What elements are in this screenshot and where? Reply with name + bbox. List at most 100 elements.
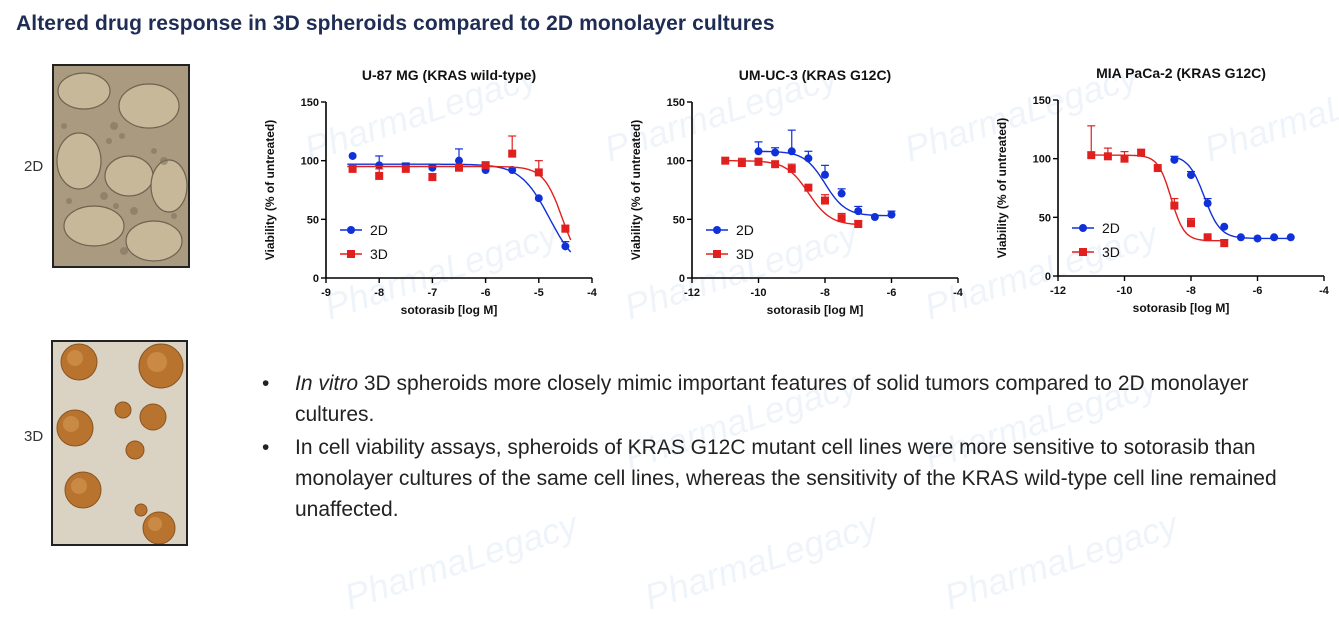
data-point-3d (1087, 151, 1096, 160)
y-tick-label: 0 (679, 273, 685, 285)
x-tick-label: -6 (481, 287, 491, 299)
data-point-3d (1187, 219, 1195, 228)
legend-marker-3d (1079, 248, 1087, 256)
y-tick-label: 50 (1039, 212, 1051, 224)
data-point-3d (401, 164, 410, 173)
x-tick-label: -7 (428, 287, 438, 299)
data-point-3d (854, 220, 863, 229)
legend-marker-2d (713, 226, 721, 234)
legend-label: 2D (736, 222, 754, 238)
micrograph-2d-image (54, 66, 188, 266)
data-point-2d (455, 156, 463, 165)
legend-label: 2D (370, 222, 388, 238)
data-point-2d (1203, 199, 1212, 208)
bullet-text: In cell viability assays, spheroids of K… (295, 436, 1277, 521)
chart-u87mg: U-87 MG (KRAS wild-type) 0 50 100 150 -9 -8 -7 -… (263, 67, 598, 317)
data-point-2d (1253, 234, 1262, 243)
bullet-glyph: • (262, 372, 270, 395)
data-point-3d (375, 171, 384, 180)
data-point-2d (375, 161, 384, 170)
legend-label: 2D (1102, 220, 1120, 236)
legend-marker-3d (713, 250, 721, 258)
x-tick-label: -8 (1186, 285, 1196, 297)
data-point-3d (481, 161, 490, 170)
bullet-list: • In vitro 3D spheroids more closely mim… (262, 368, 1322, 527)
data-point-2d (854, 207, 863, 216)
x-tick-label: -10 (751, 287, 767, 299)
x-tick-label: -9 (321, 287, 331, 299)
micrograph-2d (52, 64, 190, 268)
data-point-3d (1120, 154, 1129, 163)
x-tick-label: -6 (1253, 285, 1263, 297)
x-tick-label: -4 (1319, 285, 1330, 297)
y-tick-label: 100 (667, 156, 685, 168)
x-axis-label: sotorasib [log M] (767, 303, 864, 317)
data-point-2d (1270, 233, 1279, 242)
data-point-3d (754, 157, 763, 166)
data-point-3d (1137, 148, 1146, 157)
x-tick-label: -8 (374, 287, 384, 299)
data-point-2d (1187, 171, 1195, 180)
y-axis-label: Viability (% of untreated) (995, 118, 1009, 258)
data-point-3d (837, 214, 846, 223)
data-point-2d (1170, 155, 1179, 164)
legend-label: 3D (736, 246, 754, 262)
data-point-2d (870, 212, 879, 221)
y-axis-label: Viability (% of untreated) (263, 120, 277, 260)
data-point-3d (771, 160, 780, 169)
data-point-3d (534, 168, 543, 177)
bullet-glyph: • (262, 436, 270, 459)
data-point-3d (1153, 164, 1162, 173)
data-point-2d (771, 148, 780, 157)
data-point-3d (1220, 239, 1229, 248)
y-tick-label: 100 (301, 156, 319, 168)
chart-title: MIA PaCa-2 (KRAS G12C) (1096, 65, 1266, 81)
bullet-item: • In cell viability assays, spheroids of… (262, 432, 1322, 525)
label-3d: 3D (24, 428, 44, 445)
data-point-2d (508, 166, 517, 175)
chart-miapaca2: MIA PaCa-2 (KRAS G12C) 0 50 100 150 -12 -10 -8 -… (995, 65, 1330, 315)
x-axis-label: sotorasib [log M] (1133, 301, 1230, 315)
label-2d: 2D (24, 158, 44, 175)
bullet-text: 3D spheroids more closely mimic importan… (295, 372, 1249, 426)
data-point-2d (428, 163, 437, 172)
data-point-3d (804, 183, 813, 192)
y-tick-label: 0 (1045, 271, 1051, 283)
data-point-2d (1220, 222, 1229, 231)
data-point-3d (787, 164, 796, 173)
data-point-3d (1203, 233, 1212, 242)
data-point-2d (348, 151, 357, 160)
data-point-2d (787, 147, 796, 156)
bullet-italic: In vitro (295, 372, 359, 395)
y-tick-label: 50 (307, 214, 319, 226)
legend-marker-2d (347, 226, 355, 234)
micrograph-3d (51, 340, 188, 546)
x-tick-label: -12 (1050, 285, 1066, 297)
data-point-3d (348, 164, 357, 173)
data-point-3d (821, 196, 829, 205)
x-tick-label: -8 (820, 287, 830, 299)
x-tick-label: -4 (587, 287, 598, 299)
x-tick-label: -5 (534, 287, 544, 299)
y-axis-label: Viability (% of untreated) (629, 120, 643, 260)
data-point-2d (534, 194, 543, 203)
bullet-item: • In vitro 3D spheroids more closely mim… (262, 368, 1322, 430)
x-tick-label: -6 (887, 287, 897, 299)
data-point-3d (508, 149, 517, 158)
x-axis-label: sotorasib [log M] (401, 303, 498, 317)
x-tick-label: -10 (1117, 285, 1133, 297)
data-point-3d (428, 173, 437, 182)
y-tick-label: 0 (313, 273, 319, 285)
chart-title: UM-UC-3 (KRAS G12C) (739, 67, 891, 83)
data-point-2d (804, 154, 813, 163)
data-point-3d (737, 159, 746, 168)
data-point-3d (1170, 201, 1179, 210)
data-point-2d (561, 242, 570, 251)
y-tick-label: 100 (1033, 154, 1051, 166)
data-point-3d (721, 156, 730, 165)
data-point-2d (1286, 233, 1295, 242)
data-point-2d (837, 189, 846, 198)
data-point-2d (887, 210, 896, 219)
page-title: Altered drug response in 3D spheroids co… (16, 12, 775, 35)
legend-marker-3d (347, 250, 355, 258)
